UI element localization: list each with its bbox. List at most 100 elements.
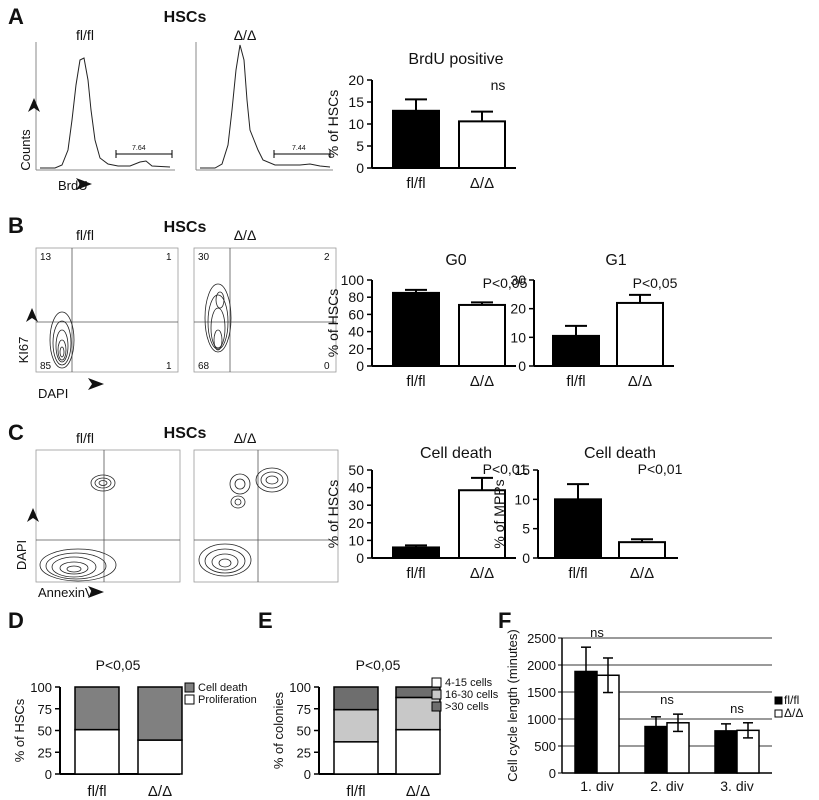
x-tick-label: fl/fl	[406, 373, 425, 390]
y-tick-label: 100	[30, 680, 52, 695]
bar	[392, 546, 440, 560]
legend-label: 16-30 cells	[445, 689, 499, 701]
y-tick-label: 30	[348, 497, 364, 513]
y-tick-label: 10	[514, 491, 530, 507]
y-tick-label: 100	[341, 272, 365, 288]
x-tick-label: 3. div	[720, 778, 753, 794]
stacked-bar-segment	[137, 739, 183, 775]
panel-c-flow: C HSCs fl/fl Δ/Δ	[8, 420, 339, 600]
y-tick-label: 50	[297, 724, 311, 739]
x-tick-label: Δ/Δ	[470, 373, 494, 390]
histogram-flfl: 7.64	[35, 42, 175, 171]
y-tick-label: 10	[510, 329, 526, 345]
y-tick-label: 50	[38, 724, 52, 739]
quadrant-value: 13	[40, 252, 52, 263]
legend-label: >30 cells	[445, 701, 489, 713]
y-tick-label: 20	[510, 301, 526, 317]
y-axis-label: Cell cycle length (minutes)	[505, 629, 520, 781]
y-tick-label: 1000	[527, 712, 556, 727]
y-tick-label: 75	[297, 702, 311, 717]
x-tick-label: 1. div	[580, 778, 613, 794]
arrow-right-icon	[88, 586, 104, 598]
significance-label: ns	[730, 701, 744, 716]
chart-d: 0 25 50 75 100 P<0,05 % of HSCs fl/fl Δ/Δ Cell de…	[12, 657, 257, 800]
y-tick-label: 25	[297, 745, 311, 760]
panel-letter: A	[8, 4, 24, 29]
significance-label: P<0,01	[638, 461, 683, 477]
panel-letter: F	[498, 608, 511, 633]
y-tick-label: 0	[522, 550, 530, 566]
significance-label: ns	[660, 692, 674, 707]
legend-label: fl/fl	[784, 693, 799, 707]
legend-label: Δ/Δ	[784, 706, 803, 720]
x-tick-label: Δ/Δ	[406, 783, 430, 800]
axis-label-x: AnnexinV	[38, 585, 94, 600]
quadrant-value: 68	[198, 361, 210, 372]
chart-a-brdu: 0 5 10 15 20 BrdU positive ns % of HSCs fl/fl Δ/Δ	[325, 51, 516, 192]
contour-plot-dd	[193, 449, 339, 583]
panel-letter: E	[258, 608, 273, 633]
x-tick-label: fl/fl	[568, 565, 587, 582]
y-tick-label: 50	[348, 462, 364, 478]
arrow-up-icon	[28, 98, 40, 112]
bar	[618, 541, 666, 559]
plot-label-dd: Δ/Δ	[234, 227, 257, 243]
y-tick-label: 10	[348, 532, 364, 548]
y-tick-label: 40	[348, 480, 364, 496]
y-tick-label: 0	[304, 767, 311, 782]
y-tick-label: 15	[348, 94, 364, 110]
significance-label: P<0,05	[356, 657, 401, 673]
x-tick-label: fl/fl	[566, 373, 585, 390]
y-tick-label: 25	[38, 745, 52, 760]
panel-a-flow: A HSCs fl/fl Δ/Δ 7.64 7.44 Counts BrdU	[8, 4, 333, 193]
quadrant-value: 2	[324, 252, 330, 263]
y-tick-label: 80	[348, 289, 364, 305]
y-tick-label: 2500	[527, 631, 556, 646]
axis-label-x: DAPI	[38, 386, 68, 401]
y-tick-label: 2000	[527, 658, 556, 673]
bar	[392, 109, 440, 170]
y-tick-label: 30	[510, 272, 526, 288]
quadrant-value: 85	[40, 361, 52, 372]
y-axis-label: % of HSCs	[325, 289, 341, 357]
arrow-up-icon	[27, 508, 39, 522]
chart-title: Cell death	[584, 445, 656, 462]
legend-swatch	[774, 709, 783, 718]
y-tick-label: 20	[348, 72, 364, 88]
arrow-right-icon	[88, 378, 104, 390]
y-tick-label: 0	[356, 550, 364, 566]
quadrant-value: 1	[166, 361, 172, 372]
plot-label-flfl: fl/fl	[76, 430, 94, 446]
legend-label: Cell death	[198, 682, 248, 694]
x-tick-label: 2. div	[650, 778, 683, 794]
x-tick-label: Δ/Δ	[470, 565, 494, 582]
y-axis-label: % of MPPs	[491, 479, 507, 548]
y-tick-label: 1500	[527, 685, 556, 700]
legend-label: 4-15 cells	[445, 677, 493, 689]
x-tick-label: fl/fl	[406, 175, 425, 192]
panel-letter: D	[8, 608, 24, 633]
significance-label: P<0,05	[483, 275, 528, 291]
chart-b-g1: 0 10 20 30 G1 P<0,05 fl/fl Δ/Δ	[510, 252, 677, 390]
contour-plot-flfl	[35, 449, 181, 583]
x-tick-label: Δ/Δ	[628, 373, 652, 390]
y-tick-label: 60	[348, 306, 364, 322]
y-tick-label: 0	[518, 358, 526, 374]
bar	[554, 498, 602, 560]
panel-title: HSCs	[164, 425, 207, 442]
stacked-bar-segment	[74, 728, 120, 775]
stacked-bar-segment	[333, 708, 379, 743]
x-tick-label: Δ/Δ	[470, 175, 494, 192]
y-tick-label: 500	[534, 739, 556, 754]
y-tick-label: 0	[356, 160, 364, 176]
significance-label: ns	[491, 77, 506, 93]
gate-value: 7.64	[132, 145, 146, 152]
bar	[458, 120, 506, 169]
panel-title: HSCs	[164, 9, 207, 26]
quadrant-value: 0	[324, 361, 330, 372]
chart-f: 0 500 1000 1500 2000 2500 Cell cycle length (m…	[505, 625, 803, 794]
y-tick-label: 100	[289, 680, 311, 695]
